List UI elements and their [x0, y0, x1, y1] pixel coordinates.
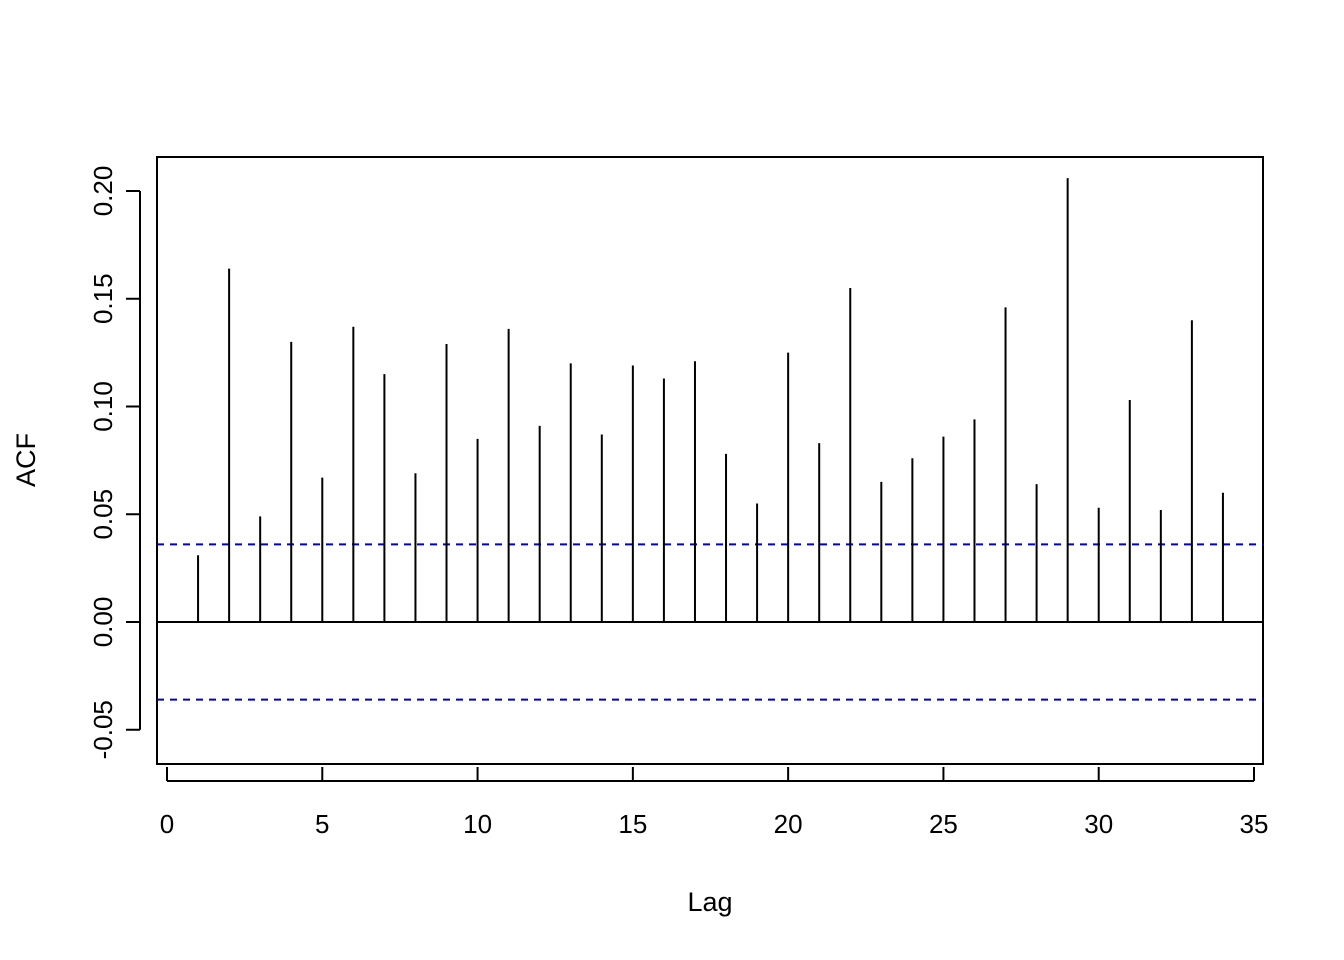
- plot-frame: [156, 156, 1264, 765]
- x-tick-label: 0: [160, 809, 174, 839]
- y-tick-label: 0.20: [88, 166, 118, 217]
- y-tick-label: 0.00: [88, 597, 118, 648]
- x-tick-label: 30: [1084, 809, 1113, 839]
- confidence-bands: [157, 543, 1263, 701]
- x-tick-label: 35: [1240, 809, 1269, 839]
- y-axis: -0.05 0.00 0.05 0.10 0.15 0.20: [88, 166, 141, 759]
- x-tick-label: 15: [618, 809, 647, 839]
- y-tick-label: 0.15: [88, 273, 118, 324]
- x-axis: 0 5 10 15 20 25 30 35: [160, 767, 1269, 839]
- acf-stems: [197, 178, 1224, 622]
- x-tick-label: 10: [463, 809, 492, 839]
- x-tick-label: 5: [315, 809, 329, 839]
- y-axis-title: ACF: [11, 433, 41, 487]
- y-tick-label: 0.10: [88, 381, 118, 432]
- x-tick-label: 20: [774, 809, 803, 839]
- y-tick-label: -0.05: [88, 700, 118, 759]
- y-tick-label: 0.05: [88, 489, 118, 540]
- x-axis-title: Lag: [687, 887, 732, 917]
- x-tick-label: 25: [929, 809, 958, 839]
